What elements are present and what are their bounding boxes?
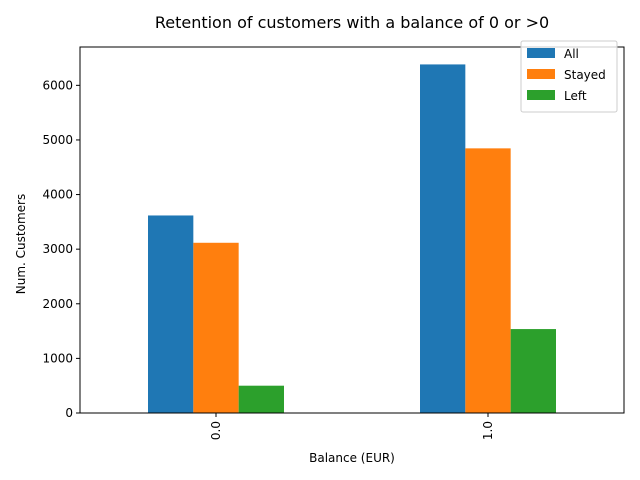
chart-title: Retention of customers with a balance of… bbox=[155, 13, 549, 32]
legend-label-stayed: Stayed bbox=[564, 68, 606, 82]
bar-all-0-0 bbox=[148, 215, 194, 413]
x-tick-label: 1.0 bbox=[481, 421, 495, 440]
y-tick-label: 4000 bbox=[42, 188, 73, 202]
bar-stayed-0-0 bbox=[193, 242, 239, 413]
y-tick-label: 5000 bbox=[42, 133, 73, 147]
bar-left-1-0 bbox=[510, 329, 556, 413]
legend-label-left: Left bbox=[564, 89, 587, 103]
x-axis-label: Balance (EUR) bbox=[309, 451, 395, 465]
plot-area: 0.0 1.0 0 1000 2000 3000 4000 5000 6000 bbox=[42, 46, 625, 440]
legend-label-all: All bbox=[564, 47, 579, 61]
y-axis-label: Num. Customers bbox=[14, 194, 28, 294]
bar-stayed-1-0 bbox=[465, 148, 511, 413]
y-tick-label: 2000 bbox=[42, 297, 73, 311]
y-tick-label: 1000 bbox=[42, 351, 73, 365]
x-tick-label: 0.0 bbox=[209, 421, 223, 440]
y-tick-label: 3000 bbox=[42, 242, 73, 256]
legend-swatch-stayed bbox=[527, 69, 555, 79]
y-tick-label: 0 bbox=[65, 406, 73, 420]
legend-swatch-left bbox=[527, 90, 555, 100]
x-axis-ticks: 0.0 1.0 bbox=[209, 413, 495, 440]
y-tick-label: 6000 bbox=[42, 78, 73, 92]
bar-all-1-0 bbox=[420, 64, 466, 413]
y-axis-ticks: 0 1000 2000 3000 4000 5000 6000 bbox=[42, 78, 80, 420]
bar-left-0-0 bbox=[238, 385, 284, 413]
legend: All Stayed Left bbox=[520, 40, 618, 113]
plot-frame bbox=[79, 46, 625, 414]
bars-group bbox=[148, 64, 556, 413]
legend-swatch-all bbox=[527, 48, 555, 58]
